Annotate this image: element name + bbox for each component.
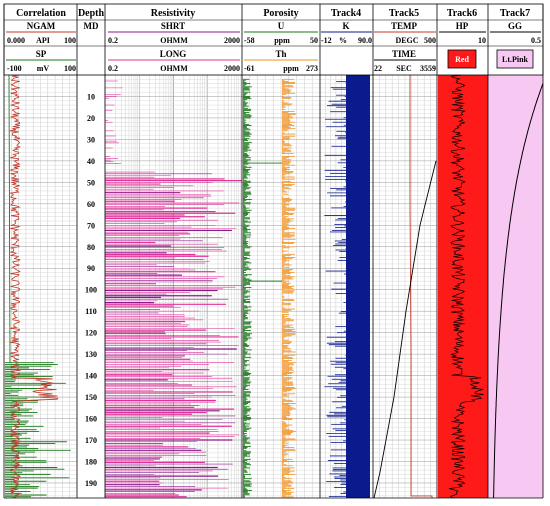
depth-label-160: 160 [85,415,97,424]
ngam-trace [8,74,59,499]
track-title-depth: Depth [78,8,105,19]
sp-unit: mV [37,64,50,73]
track6-red-fill [438,75,488,498]
gg-right: 0.5 [531,36,541,45]
track-title-porosity: Porosity [263,8,298,19]
shrt-right: 2000 [224,36,240,45]
depth-label-40: 40 [87,157,95,166]
red-fill-legend [447,49,477,69]
depth-label-90: 90 [87,264,95,273]
curve-name-time: TIME [392,49,416,59]
track-title-resistivity: Resistivity [151,8,195,19]
depth-label-110: 110 [85,307,97,316]
th-left: -61 [244,64,255,73]
log-curves [5,74,544,499]
curve-name-temp: TEMP [391,21,418,31]
curve-name-sp: SP [36,49,47,59]
curve-name-hp: HP [456,21,469,31]
sp-left: -100 [7,64,22,73]
depth-label-170: 170 [85,436,97,445]
depth-unit-md: MD [84,21,99,31]
u-left: -58 [244,36,255,45]
pink-fill-legend [496,49,534,69]
time-unit: SEC [396,64,412,73]
temp-right: 500 [424,36,436,45]
curve-name-k: K [342,21,349,31]
curve-name-u: U [278,21,285,31]
k-right: 90.0 [358,36,372,45]
depth-axis: 10 20 30 40 50 60 70 80 90 100 110 120 130 140 150 160 1… [85,92,97,487]
th-right: 273 [306,64,318,73]
depth-label-130: 130 [85,350,97,359]
sp-right: 100 [64,64,76,73]
long-left: 0.2 [108,64,118,73]
track-title-track5: Track5 [389,8,419,19]
track-title-track6: Track6 [447,8,477,19]
track-separators [3,4,544,499]
curve-name-th: Th [275,49,286,59]
track-title-correlation: Correlation [16,8,66,19]
ngam-unit: API [36,36,50,45]
depth-label-70: 70 [87,221,95,230]
k-left: -12 [321,36,332,45]
hp-right: 10 [478,36,486,45]
u-right: 50 [310,36,318,45]
depth-label-20: 20 [87,114,95,123]
sp-trace [8,74,11,363]
time-left: 22 [374,64,382,73]
depth-label-60: 60 [87,200,95,209]
time-trace [373,160,437,499]
long-right: 2000 [224,64,240,73]
curve-name-gg: GG [508,21,522,31]
depth-label-180: 180 [85,457,97,466]
shrt-unit: OHMM [160,36,188,45]
depth-label-100: 100 [85,286,97,295]
depth-label-30: 30 [87,135,95,144]
track-title-track7: Track7 [500,8,530,19]
long-unit: OHMM [160,64,188,73]
track-title-track4: Track4 [331,8,361,19]
pink-fill-label: Lt.Pink [502,55,529,64]
depth-label-10: 10 [87,92,95,101]
hp-trace [448,74,484,498]
ngam-right: 100 [64,36,76,45]
depth-label-150: 150 [85,393,97,402]
curve-name-ngam: NGAM [27,21,56,31]
k-trace [346,75,370,498]
depth-label-120: 120 [85,329,97,338]
shrt-left: 0.2 [108,36,118,45]
u-unit: ppm [274,36,290,45]
depth-label-140: 140 [85,372,97,381]
k-unit: % [339,36,347,45]
temp-trace [409,75,433,498]
time-right: 3559 [420,64,436,73]
track7-pink-fill [488,75,543,498]
curve-name-long: LONG [160,49,187,59]
red-fill-label: Red [455,55,469,64]
depth-label-80: 80 [87,243,95,252]
ngam-left: 0.000 [7,36,25,45]
depth-label-50: 50 [87,178,95,187]
depth-label-190: 190 [85,479,97,488]
curve-name-shrt: SHRT [161,21,185,31]
gg-trace [493,83,544,498]
temp-unit: DEGC [395,36,418,45]
th-unit: ppm [283,64,299,73]
